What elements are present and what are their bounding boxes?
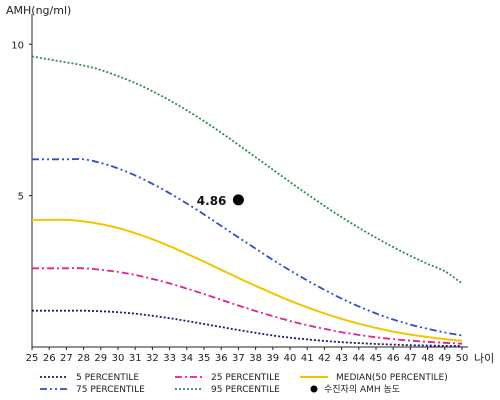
series-line-2 [32,218,463,342]
x-tick-label: 28 [77,353,90,364]
legend: 5 PERCENTILE 25 PERCENTILE MEDIAN(50 PERCE… [40,373,448,395]
patient-amh-point [232,194,244,206]
patient-point-group: 4.86 [197,194,244,208]
x-tick-label: 33 [163,353,176,364]
x-tick-label: 35 [198,353,211,364]
legend-label: 수진자의 AMH 농도 [324,384,400,395]
legend-label: 95 PERCENTILE [211,385,280,395]
x-tick-label: 40 [284,353,297,364]
legend-label: MEDIAN(50 PERCENTILE) [336,373,448,383]
x-tick-label: 27 [60,353,73,364]
x-tick-label: 31 [129,353,142,364]
legend-label: 25 PERCENTILE [211,373,280,383]
x-tick-label: 49 [438,353,451,364]
x-tick-label: 36 [215,353,228,364]
patient-amh-value-label: 4.86 [197,194,227,208]
axis-ticks: 25 26 27 28 29 30 31 32 33 34 35 36 37 38 39 40 41 42 43 44… [11,40,468,364]
x-tick-label: 37 [232,353,245,364]
x-tick-label: 41 [301,353,314,364]
x-tick-label: 29 [94,353,107,364]
x-tick-label: 32 [146,353,159,364]
x-tick-label: 43 [335,353,348,364]
series-line-1 [31,267,463,345]
x-tick-label: 45 [370,353,383,364]
x-tick-label: 34 [180,353,193,364]
legend-label: 75 PERCENTILE [76,385,145,395]
y-tick-label: 5 [18,192,24,203]
x-tick-label: 42 [318,353,331,364]
y-axis-title: AMH(ng/ml) [6,4,71,17]
series-line-4 [31,55,463,285]
legend-label: 5 PERCENTILE [76,373,139,383]
legend-point-marker [310,385,318,393]
series-line-0 [32,309,463,347]
y-tick-label: 10 [11,40,24,51]
x-tick-label: 26 [43,353,56,364]
x-axis-title: 나이 [474,352,494,365]
x-tick-label: 50 [456,353,469,364]
x-tick-label: 39 [266,353,279,364]
x-tick-label: 48 [421,353,434,364]
x-tick-label: 47 [404,353,417,364]
series-group [31,55,463,347]
x-tick-label: 25 [26,353,39,364]
series-line-3 [32,158,463,337]
x-tick-label: 38 [249,353,262,364]
x-tick-label: 44 [352,353,365,364]
x-tick-label: 30 [112,353,125,364]
x-tick-label: 46 [387,353,400,364]
